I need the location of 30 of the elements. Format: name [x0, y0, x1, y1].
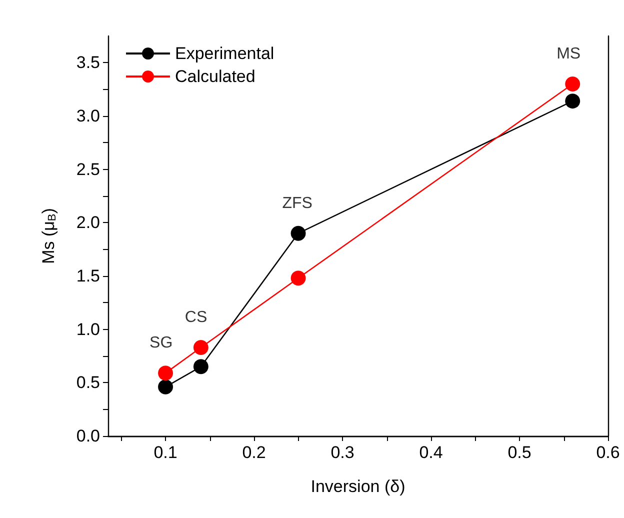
x-tick-label: 0.1: [154, 443, 178, 462]
point: [290, 270, 306, 286]
y-tick-label: 3.0: [76, 106, 100, 126]
annotation: CS: [184, 308, 208, 326]
y-tick-label: 0.0: [76, 426, 100, 446]
y-tick-label: 1.5: [76, 266, 100, 286]
y-tick-label: 1.0: [76, 320, 100, 339]
x-axis-title: Inversion (δ): [310, 477, 406, 496]
legend-label: Calculated: [175, 67, 256, 86]
x-tick-label: 0.5: [508, 443, 532, 462]
annotation: SG: [150, 334, 173, 352]
x-tick-label: 0.3: [330, 443, 354, 462]
y-tick-label: 2.0: [76, 213, 100, 232]
point: [193, 340, 208, 355]
point: [290, 226, 306, 241]
point: [193, 359, 208, 374]
annotation: ZFS: [282, 194, 312, 212]
legend-label: Experimental: [175, 44, 274, 63]
annotation: MS: [556, 46, 581, 62]
y-axis-title: Ms (μB): [39, 208, 58, 264]
point: [158, 366, 174, 381]
point: [565, 94, 580, 109]
point: [158, 379, 174, 394]
y-tick-label: 0.5: [76, 373, 100, 392]
point: [565, 76, 580, 92]
x-tick-label: 0.6: [596, 443, 620, 462]
y-tick-label: 3.5: [76, 53, 100, 72]
y-tick-label: 2.5: [76, 160, 100, 179]
x-tick-label: 0.2: [242, 443, 266, 462]
x-tick-label: 0.4: [419, 443, 443, 462]
